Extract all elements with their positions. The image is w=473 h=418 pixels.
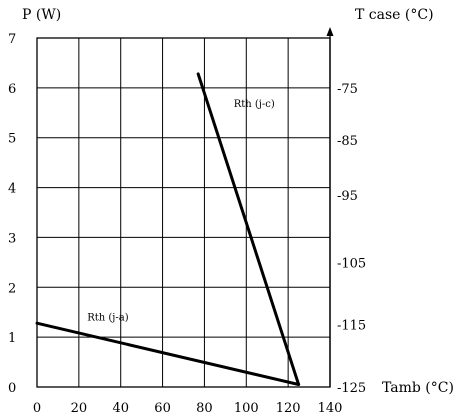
y-tick-label: 5: [8, 132, 16, 147]
x-tick-label: 0: [33, 401, 41, 416]
series-label-0: Rth (j-a): [87, 313, 129, 324]
right-axis-arrow-icon: [327, 27, 334, 36]
x-tick-label: 100: [234, 401, 259, 416]
y-tick-label: 2: [8, 281, 16, 296]
x-tick-label: 60: [154, 401, 171, 416]
y-tick-label: 7: [8, 32, 16, 47]
right-tick-label: -95: [337, 189, 358, 204]
right-tick-label: -85: [337, 134, 358, 149]
y-tick-label: 4: [8, 182, 16, 197]
x-tick-label: 140: [318, 401, 343, 416]
series-group: Rth (j-a) Rth (j-c): [37, 74, 299, 385]
left-axis-title: P (W): [22, 7, 61, 23]
x-tick-label: 40: [112, 401, 129, 416]
x-tick-label: 80: [196, 401, 213, 416]
right-tick-label: -125: [337, 381, 366, 396]
series-line-0: [37, 323, 299, 384]
right-axis-title: T case (°C): [355, 7, 434, 23]
y-tick-label: 1: [8, 331, 16, 346]
y-tick-label: 3: [8, 231, 16, 246]
x-tick-label: 20: [71, 401, 88, 416]
y-tick-label: 6: [8, 82, 16, 97]
x-tick-label: 120: [276, 401, 301, 416]
series-label-1: Rth (j-c): [234, 99, 275, 110]
right-tick-label: -75: [337, 82, 358, 97]
right-tick-label: -105: [337, 256, 366, 271]
y-tick-label: 0: [8, 381, 16, 396]
right-tick-label: -115: [337, 319, 366, 334]
x-axis-title: Tamb (°C): [382, 380, 454, 396]
series-line-1: [198, 74, 298, 385]
